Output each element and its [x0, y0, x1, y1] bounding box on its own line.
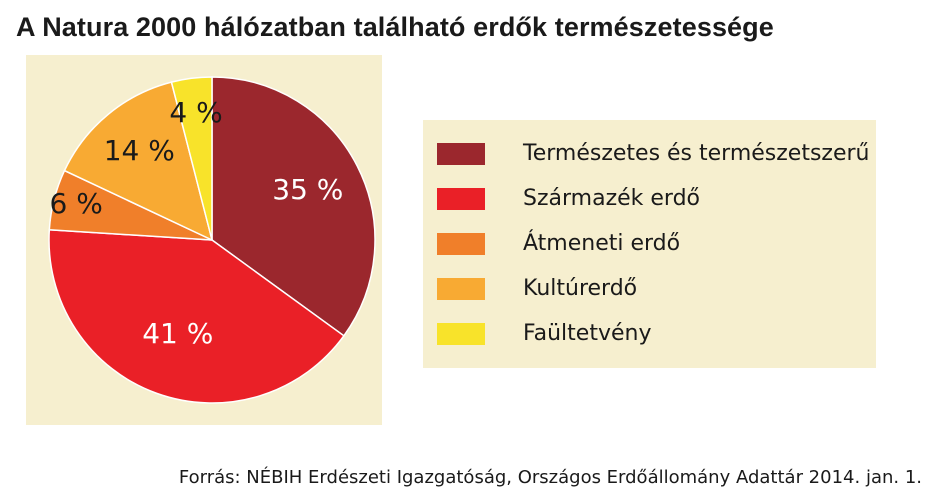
pie-chart: 35 % 41 % 6 %14 % 4 % [48, 76, 376, 404]
legend-label: Természetes és természetszerű [523, 141, 870, 166]
legend-swatch [437, 278, 485, 300]
legend-item: Kultúrerdő [437, 275, 867, 303]
pie-label-3: 6 % [50, 187, 103, 220]
legend-label: Kultúrerdő [523, 276, 638, 301]
pie-label-2: 41 % [142, 317, 213, 350]
legend-label: Faültetvény [523, 321, 652, 346]
source-note: Forrás: NÉBIH Erdészeti Igazgatóság, Ors… [178, 467, 922, 488]
legend-label: Átmeneti erdő [523, 231, 681, 256]
legend-item: Átmeneti erdő [437, 230, 867, 258]
legend-swatch [437, 233, 485, 255]
pie-label-1: 35 % [272, 173, 343, 206]
legend-swatch [437, 188, 485, 210]
legend-item: Származék erdő [437, 185, 867, 213]
pie-slice-2 [48, 228, 345, 404]
legend-swatch [437, 323, 485, 345]
pie-slice-1 [211, 76, 376, 337]
pie-label-4: 14 % [104, 134, 175, 167]
legend-item: Természetes és természetszerű [437, 140, 870, 168]
pie-labels: 35 % 41 % 6 %14 % 4 % [50, 96, 344, 350]
pie-slices [48, 76, 376, 404]
chart-legend: Természetes és természetszerű Származék e… [423, 120, 876, 368]
pie-chart-panel: 35 % 41 % 6 % 14 % 4 % [26, 55, 382, 425]
legend-label: Származék erdő [523, 186, 700, 211]
pie-slice-4 [63, 81, 214, 242]
chart-title: A Natura 2000 hálózatban található erdők… [16, 12, 774, 42]
legend-item: Faültetvény [437, 320, 867, 348]
legend-swatch [437, 143, 485, 165]
pie-slice-5 [170, 76, 213, 241]
pie-label-5: 4 % [169, 96, 222, 129]
